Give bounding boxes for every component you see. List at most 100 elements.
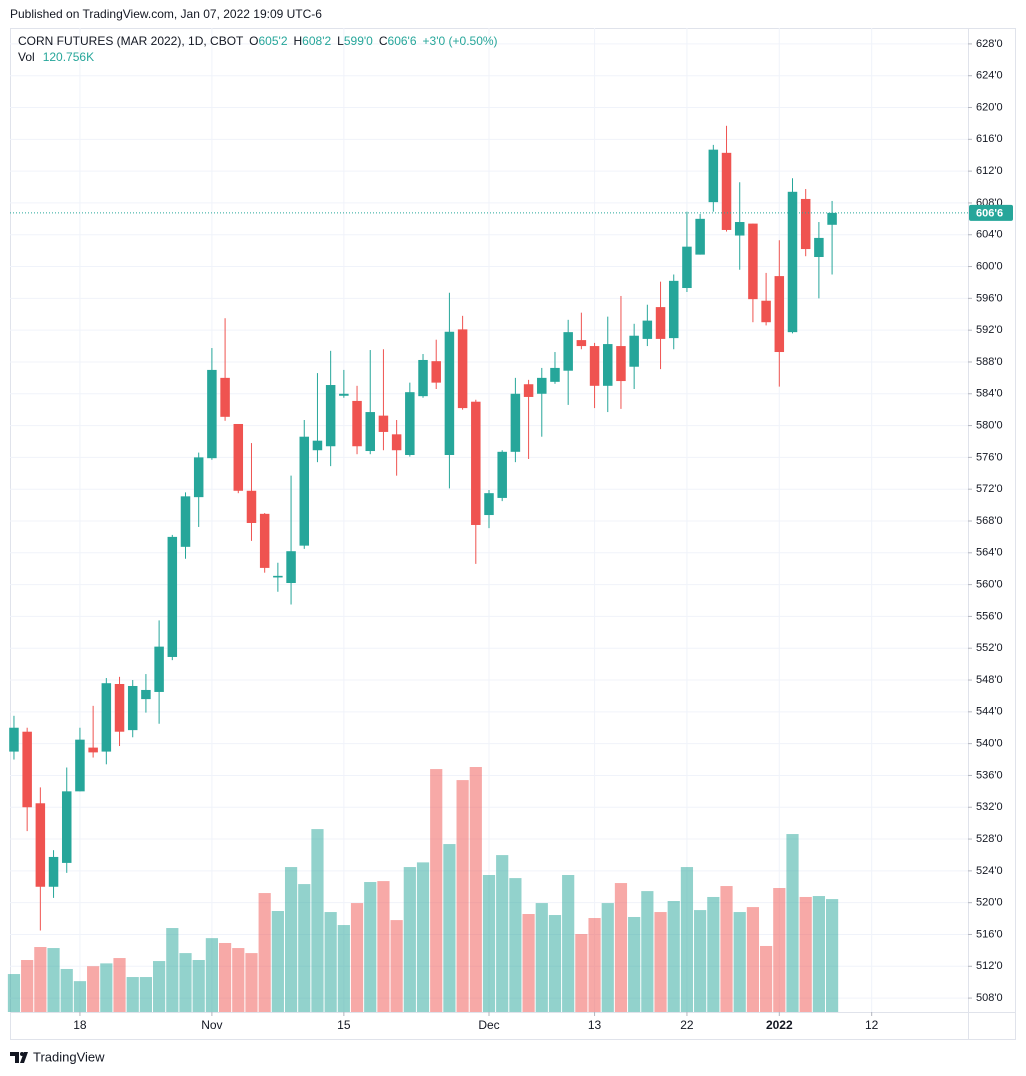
y-tick-label: 552'0 — [976, 642, 1003, 654]
y-tick-label: 544'0 — [976, 706, 1003, 718]
last-price-box — [969, 204, 1013, 221]
y-tick-label: 556'0 — [976, 610, 1003, 622]
title-text: CORN FUTURES (MAR 2022), 1D, CBOT — [18, 34, 244, 48]
volume-bar — [535, 903, 548, 1012]
chart-title: CORN FUTURES (MAR 2022), 1D, CBOT O605'2 H… — [18, 34, 498, 48]
volume-bar — [350, 903, 364, 1012]
ohlc-value: 608'2 — [302, 34, 331, 48]
candle-body — [154, 646, 164, 692]
candle-body — [748, 223, 758, 300]
x-tick-label: Dec — [478, 1018, 499, 1032]
candle-body — [484, 493, 494, 516]
volume-bar — [746, 907, 760, 1012]
volume-bar — [113, 958, 126, 1012]
y-tick-label: 576'0 — [976, 451, 1003, 463]
volume-bar — [628, 916, 641, 1012]
candle-body — [207, 369, 217, 459]
candle-body — [431, 361, 441, 383]
candle-body — [286, 551, 296, 584]
volume-bar — [403, 867, 416, 1012]
candle-body — [325, 385, 336, 447]
volume-bar — [258, 893, 271, 1012]
candle-body — [9, 727, 19, 752]
volume-bar — [337, 925, 350, 1012]
candle-body — [418, 359, 428, 397]
chart-frame — [10, 28, 1016, 1040]
ohlc-key: C — [379, 34, 388, 48]
volume-bar — [496, 855, 509, 1012]
candle-body — [550, 367, 560, 382]
volume-bar — [680, 867, 694, 1012]
volume-bar — [232, 948, 245, 1012]
x-tick-label: 12 — [865, 1018, 879, 1032]
x-tick-label: 18 — [73, 1018, 87, 1032]
volume-bar — [614, 883, 628, 1012]
candle-body — [339, 393, 349, 396]
candle-body — [668, 280, 679, 339]
volume-bar — [205, 938, 218, 1012]
volume-bar — [654, 912, 667, 1012]
y-tick-label: 516'0 — [976, 928, 1003, 940]
volume-bar — [298, 884, 311, 1012]
candle-body — [365, 412, 375, 452]
volume-bar — [166, 928, 179, 1012]
volume-bar — [126, 977, 139, 1012]
volume-legend: Vol 120.756K — [18, 50, 94, 64]
candle-body — [800, 198, 811, 250]
candle-body — [603, 344, 613, 386]
candle-body — [352, 400, 362, 447]
y-tick-label: 520'0 — [976, 897, 1003, 909]
candle-body — [814, 237, 824, 258]
volume-bar — [575, 934, 588, 1012]
candle-body — [101, 683, 112, 752]
candle-body — [734, 222, 745, 236]
x-tick-label: 22 — [680, 1018, 694, 1032]
volume-bar — [73, 981, 87, 1012]
y-tick-label: 596'0 — [976, 292, 1003, 304]
y-tick-label: 612'0 — [976, 165, 1003, 177]
y-tick-label: 620'0 — [976, 101, 1003, 113]
candle-body — [827, 212, 837, 225]
volume-bar — [694, 910, 707, 1012]
candle-body — [61, 791, 72, 863]
y-tick-label: 572'0 — [976, 483, 1003, 495]
volume-bar — [47, 948, 60, 1012]
volume-bar — [482, 875, 496, 1012]
volume-bar — [21, 960, 34, 1012]
volume-bar — [588, 918, 601, 1012]
candle-body — [259, 513, 270, 568]
volume-name: Vol — [18, 50, 35, 64]
volume-bar — [456, 780, 469, 1012]
volume-bar — [548, 915, 562, 1012]
volume-bar — [601, 903, 614, 1012]
candle-body — [299, 436, 310, 546]
volume-bar — [430, 769, 443, 1012]
volume-bar — [271, 911, 284, 1012]
candle-body — [457, 329, 468, 409]
ohlc-key: H — [294, 34, 303, 48]
candle-body — [233, 423, 244, 491]
candle-body — [708, 149, 719, 203]
volume-bar — [562, 875, 575, 1012]
candle-body — [88, 747, 98, 753]
candle-body — [761, 300, 771, 323]
ohlc-key: L — [337, 34, 344, 48]
y-tick-label: 508'0 — [976, 992, 1003, 1004]
candle-body — [22, 731, 32, 808]
candle-body — [682, 246, 692, 289]
y-tick-label: 540'0 — [976, 738, 1003, 750]
y-tick-label: 584'0 — [976, 388, 1003, 400]
candle-body — [114, 684, 125, 732]
volume-bar — [7, 974, 21, 1012]
candle-body — [312, 440, 323, 451]
y-tick-label: 624'0 — [976, 70, 1003, 82]
volume-bar — [284, 867, 298, 1012]
volume-bar — [87, 966, 100, 1012]
brand-name: TradingView — [33, 1049, 105, 1064]
volume-bar — [825, 899, 839, 1012]
x-tick-label: Nov — [201, 1018, 222, 1032]
ohlc-value: 599'0 — [344, 34, 373, 48]
x-tick-label: 15 — [337, 1018, 351, 1032]
y-tick-label: 536'0 — [976, 769, 1003, 781]
y-tick-label: 524'0 — [976, 865, 1003, 877]
